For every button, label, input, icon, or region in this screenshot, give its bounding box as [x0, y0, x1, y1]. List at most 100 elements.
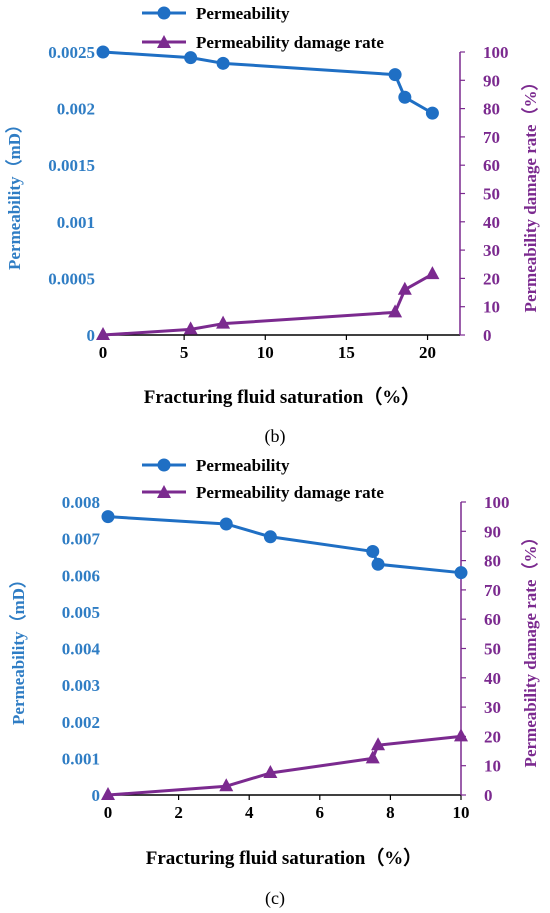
y-right-tick-label: 80	[484, 552, 501, 571]
damage-rate-point	[216, 315, 231, 329]
y-right-tick-label: 10	[484, 757, 501, 776]
panel-label: (b)	[265, 426, 286, 447]
y-left-tick-label: 0.003	[62, 676, 100, 695]
permeability-point	[96, 45, 110, 59]
y-left-tick-label: 0.0005	[48, 269, 95, 288]
damage-rate-point	[371, 737, 386, 751]
y-left-tick-label: 0	[92, 786, 101, 805]
x-axis-label: Fracturing fluid saturation（%）	[146, 846, 423, 869]
x-tick-label: 0	[99, 343, 108, 362]
damage-rate-point	[425, 266, 440, 280]
series-layer	[101, 510, 468, 800]
legend: Permeability Permeability damage rate	[142, 456, 384, 502]
y-left-tick-label: 0.001	[62, 749, 100, 768]
permeability-point	[101, 510, 115, 524]
permeability-point	[184, 51, 198, 65]
permeability-line	[107, 515, 462, 575]
x-tick-label: 15	[338, 343, 355, 362]
legend-damage-label: Permeability damage rate	[196, 33, 384, 52]
permeability-point	[398, 90, 412, 104]
y-left-tick-label: 0.0015	[48, 156, 95, 175]
permeability-point	[263, 530, 277, 544]
panel-label: (c)	[265, 888, 285, 909]
y-left-tick-label: 0	[87, 326, 96, 345]
x-tick-label: 10	[453, 803, 470, 822]
y-right-tick-label: 20	[484, 727, 501, 746]
legend-permeability-marker	[157, 6, 171, 20]
x-tick-label: 6	[316, 803, 325, 822]
y-left-tick-label: 0.007	[62, 530, 101, 549]
y-right-tick-label: 50	[484, 640, 501, 659]
y-right-tick-label: 40	[484, 669, 501, 688]
tick-labels: 0 5 10 15 20 0 0.0005 0.001 0.0015 0.002 0.0025 0 10…	[48, 43, 508, 362]
y-right-tick-label: 40	[483, 213, 500, 232]
tick-labels: 0 2 4 6 8 1000.0010.0020.0030.0040.0050.0060.…	[62, 493, 510, 822]
y-right-tick-label: 70	[484, 581, 501, 600]
y-right-tick-label: 20	[483, 269, 500, 288]
x-tick-label: 10	[257, 343, 274, 362]
permeability-point	[371, 557, 385, 571]
y-right-tick-label: 100	[483, 43, 509, 62]
damage-rate-point	[183, 321, 198, 335]
x-tick-label: 2	[174, 803, 183, 822]
permeability-point	[216, 56, 230, 70]
y-right-tick-label: 60	[484, 610, 501, 629]
series-layer	[96, 45, 440, 340]
permeability-point	[454, 566, 468, 580]
x-tick-label: 8	[386, 803, 395, 822]
y-right-tick-label: 90	[483, 71, 500, 90]
permeability-point	[388, 68, 402, 82]
y-axis-left-label: Permeability（mD）	[8, 571, 28, 725]
y-left-tick-label: 0.006	[62, 566, 100, 585]
y-left-tick-label: 0.008	[62, 493, 100, 512]
permeability-point	[425, 106, 439, 120]
y-right-tick-label: 0	[484, 786, 493, 805]
legend-damage-label: Permeability damage rate	[196, 483, 384, 502]
y-right-tick-label: 30	[483, 241, 500, 260]
damage-rate-point	[397, 281, 412, 295]
damage-rate-point	[365, 750, 380, 764]
permeability-point	[366, 544, 380, 558]
y-left-tick-label: 0.0025	[48, 43, 95, 62]
y-right-tick-label: 30	[484, 698, 501, 717]
damage-rate-point	[96, 327, 110, 340]
y-axis-left-label: Permeability（mD）	[4, 116, 24, 270]
legend-permeability-marker	[157, 458, 171, 472]
x-tick-label: 0	[104, 803, 113, 822]
damage-rate-line	[107, 734, 462, 797]
legend: Permeability Permeability damage rate	[142, 4, 384, 52]
damage-rate-point	[263, 765, 278, 779]
legend-permeability-label: Permeability	[196, 456, 290, 475]
y-right-tick-label: 10	[483, 298, 500, 317]
y-right-tick-label: 0	[483, 326, 492, 345]
damage-rate-point	[101, 787, 115, 800]
y-axis-right-label: Permeability damage rate（%）	[520, 74, 540, 313]
y-left-tick-label: 0.002	[62, 713, 100, 732]
damage-rate-point	[454, 728, 468, 742]
y-right-tick-label: 80	[483, 100, 500, 119]
y-left-tick-label: 0.001	[57, 213, 95, 232]
y-right-tick-label: 90	[484, 522, 501, 541]
x-axis-label: Fracturing fluid saturation（%）	[144, 385, 421, 408]
damage-rate-line	[102, 272, 434, 337]
permeability-point	[219, 517, 233, 531]
x-tick-label: 5	[180, 343, 189, 362]
y-left-tick-label: 0.005	[62, 603, 100, 622]
y-left-tick-label: 0.004	[62, 640, 101, 659]
y-right-tick-label: 70	[483, 128, 500, 147]
y-right-tick-label: 100	[484, 493, 510, 512]
permeability-line	[102, 50, 434, 115]
chart-panel-b: Permeability Permeability damage rate 0 5…	[4, 4, 540, 447]
y-axis-right-label: Permeability damage rate（%）	[520, 529, 540, 768]
y-right-tick-label: 50	[483, 185, 500, 204]
damage-rate-point	[219, 778, 234, 792]
legend-damage-marker	[157, 485, 171, 498]
x-tick-label: 4	[245, 803, 254, 822]
damage-rate-point	[388, 304, 403, 318]
legend-damage-marker	[157, 35, 171, 48]
y-left-tick-label: 0.002	[57, 100, 95, 119]
x-tick-label: 20	[419, 343, 436, 362]
chart-panel-c: Permeability Permeability damage rate 0 2…	[8, 456, 540, 909]
y-right-tick-label: 60	[483, 156, 500, 175]
